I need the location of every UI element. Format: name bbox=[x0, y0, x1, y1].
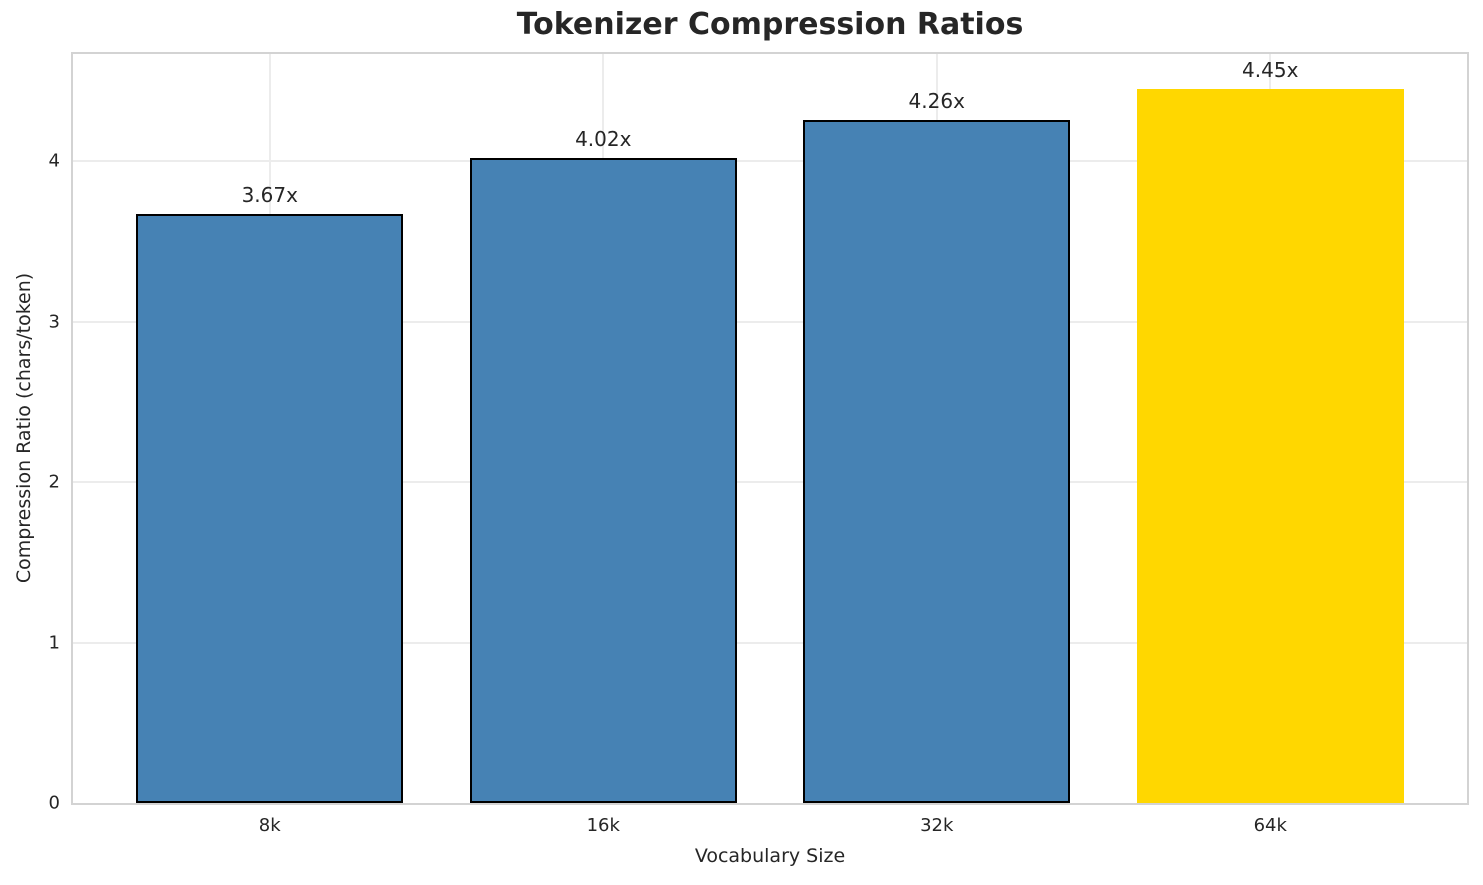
y-tick-label: 3 bbox=[48, 311, 60, 333]
bar bbox=[469, 158, 737, 803]
bar bbox=[136, 214, 404, 803]
x-tick-label: 8k bbox=[258, 815, 281, 836]
y-tick-label: 2 bbox=[48, 471, 60, 493]
chart-title: Tokenizer Compression Ratios bbox=[516, 7, 1024, 42]
y-tick-label: 0 bbox=[48, 792, 60, 814]
bar-value-label: 4.45x bbox=[1242, 58, 1299, 83]
x-axis-label: Vocabulary Size bbox=[694, 845, 846, 867]
gridline-horizontal bbox=[73, 320, 1467, 323]
y-tick-label: 4 bbox=[48, 150, 60, 172]
x-tick-label: 64k bbox=[1253, 815, 1287, 836]
gridline-horizontal bbox=[73, 481, 1467, 484]
bar-value-label: 4.02x bbox=[575, 127, 632, 152]
bar-value-label: 3.67x bbox=[241, 183, 298, 208]
y-tick-label: 1 bbox=[48, 632, 60, 654]
x-tick-label: 16k bbox=[586, 815, 620, 836]
bar-value-label: 4.26x bbox=[908, 88, 965, 113]
x-tick-label: 32k bbox=[920, 815, 954, 836]
plot-area: 0 1 2 3 4 3.67x 8k 4.02x 16k 4.26x 32k 4.45x 64k bbox=[49, 52, 1469, 836]
bar bbox=[1136, 89, 1404, 803]
gridline-horizontal bbox=[73, 641, 1467, 644]
bar bbox=[803, 119, 1071, 803]
gridline-horizontal bbox=[73, 160, 1467, 163]
y-axis-label: Compression Ratio (chars/token) bbox=[13, 272, 35, 584]
